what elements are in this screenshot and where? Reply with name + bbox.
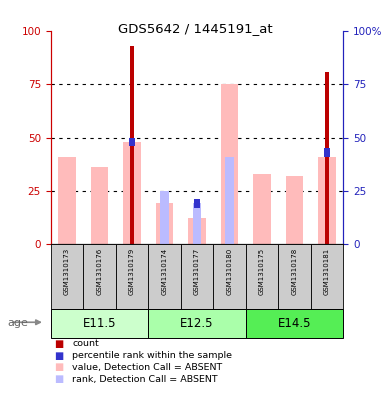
Bar [188, 218, 206, 244]
Text: E14.5: E14.5 [278, 317, 311, 330]
Text: GSM1310176: GSM1310176 [96, 248, 103, 296]
Text: ■: ■ [55, 351, 64, 361]
Bar [148, 309, 246, 338]
Bar [156, 203, 174, 244]
Bar [181, 244, 213, 309]
Bar [253, 174, 271, 244]
Text: rank, Detection Call = ABSENT: rank, Detection Call = ABSENT [72, 375, 218, 384]
Bar [123, 142, 141, 244]
Bar [225, 157, 234, 244]
Bar [148, 244, 181, 309]
Text: value, Detection Call = ABSENT: value, Detection Call = ABSENT [72, 363, 222, 372]
Bar [51, 309, 148, 338]
Bar [318, 157, 336, 244]
Bar [193, 203, 201, 244]
Text: ■: ■ [55, 362, 64, 373]
Text: GSM1310179: GSM1310179 [129, 248, 135, 296]
Bar [116, 244, 148, 309]
Bar [246, 244, 278, 309]
Text: GSM1310173: GSM1310173 [64, 248, 70, 296]
Text: GSM1310175: GSM1310175 [259, 248, 265, 295]
Text: GSM1310181: GSM1310181 [324, 248, 330, 296]
Bar [90, 167, 108, 244]
Bar [324, 148, 330, 157]
Bar [58, 157, 76, 244]
Text: GSM1310178: GSM1310178 [291, 248, 298, 296]
Text: percentile rank within the sample: percentile rank within the sample [72, 351, 232, 360]
Text: age: age [8, 318, 29, 328]
Text: ■: ■ [55, 339, 64, 349]
Text: E11.5: E11.5 [83, 317, 116, 330]
Text: GSM1310174: GSM1310174 [161, 248, 167, 295]
Bar [160, 191, 168, 244]
Bar [83, 244, 116, 309]
Bar [194, 199, 200, 208]
Text: ■: ■ [55, 374, 64, 384]
Bar [51, 244, 83, 309]
Bar [220, 84, 238, 244]
Bar [129, 138, 135, 146]
Bar [325, 72, 329, 244]
Bar [311, 244, 343, 309]
Text: E12.5: E12.5 [180, 317, 214, 330]
Text: count: count [72, 340, 99, 348]
Text: GSM1310180: GSM1310180 [227, 248, 232, 296]
Bar [285, 176, 303, 244]
Text: GDS5642 / 1445191_at: GDS5642 / 1445191_at [118, 22, 272, 35]
Bar [213, 244, 246, 309]
Bar [130, 46, 134, 244]
Bar [246, 309, 343, 338]
Text: GSM1310177: GSM1310177 [194, 248, 200, 296]
Bar [278, 244, 311, 309]
